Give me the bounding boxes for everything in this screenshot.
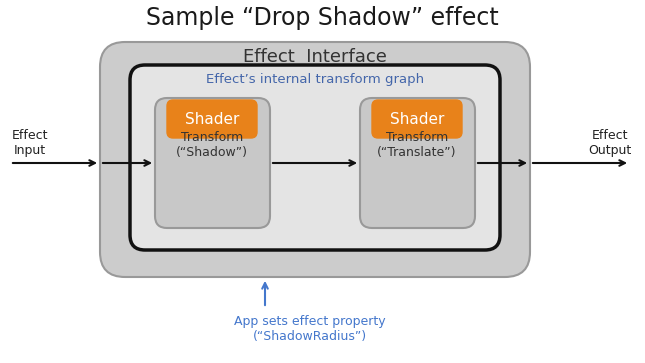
Text: Effect  Interface: Effect Interface	[243, 48, 387, 66]
FancyBboxPatch shape	[360, 98, 475, 228]
Text: App sets effect property
(“ShadowRadius”): App sets effect property (“ShadowRadius”…	[234, 315, 386, 343]
FancyBboxPatch shape	[100, 42, 530, 277]
Text: Sample “Drop Shadow” effect: Sample “Drop Shadow” effect	[146, 6, 499, 30]
FancyBboxPatch shape	[167, 100, 257, 138]
Text: Transform
(“Shadow”): Transform (“Shadow”)	[176, 131, 248, 159]
Text: Effect
Output: Effect Output	[588, 129, 631, 157]
FancyBboxPatch shape	[372, 100, 462, 138]
Text: Effect’s internal transform graph: Effect’s internal transform graph	[206, 73, 424, 86]
FancyBboxPatch shape	[155, 98, 270, 228]
FancyBboxPatch shape	[130, 65, 500, 250]
Text: Shader: Shader	[185, 111, 239, 126]
Text: Effect
Input: Effect Input	[12, 129, 48, 157]
Text: Shader: Shader	[390, 111, 444, 126]
Text: Transform
(“Translate”): Transform (“Translate”)	[377, 131, 457, 159]
